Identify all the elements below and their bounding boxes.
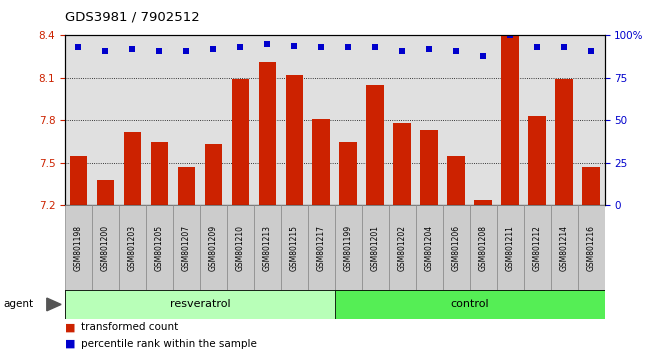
Bar (308, 205, 335, 290)
Text: percentile rank within the sample: percentile rank within the sample (81, 339, 257, 349)
Text: GSM801213: GSM801213 (263, 225, 272, 271)
Bar (231, 79, 249, 205)
Text: GSM801204: GSM801204 (424, 225, 434, 271)
Bar (528, 116, 546, 205)
Text: GSM801212: GSM801212 (532, 225, 541, 271)
Text: GSM801209: GSM801209 (209, 225, 218, 271)
Bar (335, 205, 361, 290)
Bar (361, 205, 389, 290)
Text: GSM801208: GSM801208 (478, 225, 488, 271)
Bar (97, 180, 114, 205)
Bar (70, 156, 87, 205)
Bar (313, 119, 330, 205)
Bar (254, 205, 281, 290)
Text: ■: ■ (65, 339, 75, 349)
Bar (92, 205, 119, 290)
Bar (227, 205, 254, 290)
Text: agent: agent (3, 299, 33, 309)
Bar (497, 205, 524, 290)
Text: GSM801215: GSM801215 (290, 225, 299, 271)
Text: GSM801199: GSM801199 (344, 225, 353, 271)
Bar (151, 142, 168, 205)
Bar (119, 205, 146, 290)
Bar (421, 130, 438, 205)
Text: GDS3981 / 7902512: GDS3981 / 7902512 (65, 11, 200, 24)
Text: GSM801214: GSM801214 (560, 225, 569, 271)
Text: GSM801201: GSM801201 (370, 225, 380, 271)
Bar (367, 85, 384, 205)
Polygon shape (47, 298, 61, 311)
Text: GSM801198: GSM801198 (74, 225, 83, 271)
Text: GSM801216: GSM801216 (586, 225, 595, 271)
Bar (259, 62, 276, 205)
Bar (124, 132, 141, 205)
Bar (65, 290, 335, 319)
Bar (200, 205, 227, 290)
Bar (173, 205, 200, 290)
Bar (285, 75, 303, 205)
Text: control: control (450, 299, 489, 309)
Text: resveratrol: resveratrol (170, 299, 230, 309)
Bar (65, 205, 92, 290)
Text: GSM801202: GSM801202 (398, 225, 407, 271)
Bar (524, 205, 551, 290)
Bar (393, 123, 411, 205)
Bar (205, 144, 222, 205)
Bar (551, 205, 577, 290)
Bar (339, 142, 357, 205)
Text: GSM801203: GSM801203 (128, 225, 137, 271)
Bar (555, 79, 573, 205)
Bar (582, 167, 600, 205)
Bar (389, 205, 416, 290)
Text: GSM801200: GSM801200 (101, 225, 110, 271)
Bar (443, 205, 470, 290)
Bar (335, 290, 604, 319)
Bar (177, 167, 195, 205)
Text: GSM801217: GSM801217 (317, 225, 326, 271)
Bar (416, 205, 443, 290)
Text: GSM801211: GSM801211 (506, 225, 515, 271)
Bar (281, 205, 308, 290)
Bar (501, 35, 519, 205)
Text: transformed count: transformed count (81, 322, 179, 332)
Text: GSM801205: GSM801205 (155, 225, 164, 271)
Text: GSM801210: GSM801210 (236, 225, 245, 271)
Bar (470, 205, 497, 290)
Bar (474, 200, 492, 205)
Text: ■: ■ (65, 322, 75, 332)
Bar (577, 205, 605, 290)
Text: GSM801206: GSM801206 (452, 225, 461, 271)
Text: GSM801207: GSM801207 (182, 225, 191, 271)
Bar (146, 205, 173, 290)
Bar (447, 156, 465, 205)
